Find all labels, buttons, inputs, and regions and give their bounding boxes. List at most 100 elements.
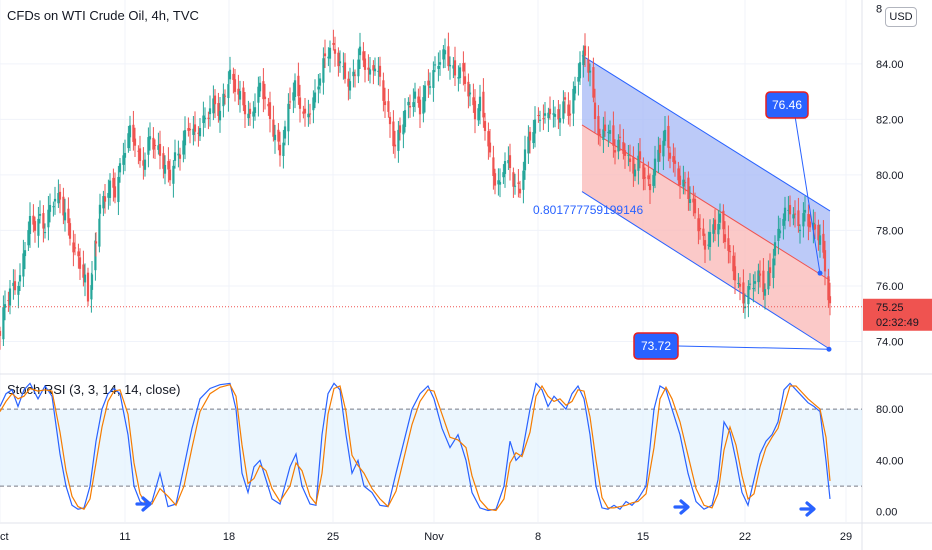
candle-body [712, 224, 715, 234]
candle-body [198, 128, 202, 137]
candle-body [813, 224, 817, 230]
candle-body [683, 182, 687, 184]
channel-lower-line [581, 191, 831, 350]
candle-body [212, 98, 215, 114]
candle-body [738, 283, 742, 287]
candle-body [277, 129, 280, 142]
candle-body [127, 133, 130, 149]
candle-body [448, 64, 452, 67]
currency-badge[interactable]: USD [885, 7, 917, 27]
candle-body [392, 121, 395, 147]
candle-body [507, 160, 510, 164]
candle-body [192, 128, 195, 135]
candle-body [353, 74, 357, 76]
candle-body [347, 78, 350, 87]
candle-body [232, 73, 235, 81]
candle-body [687, 177, 690, 200]
candle-body [393, 144, 397, 147]
candle-body [178, 154, 182, 159]
candle-body [588, 70, 592, 73]
candle-body [3, 304, 7, 308]
candle-body [558, 118, 562, 123]
candle-body [322, 58, 325, 83]
candle-body [58, 191, 62, 200]
candle-body [568, 113, 572, 116]
candle-body [537, 115, 540, 117]
candle-body [633, 169, 637, 177]
candle-body [497, 180, 500, 185]
candle-body [718, 213, 722, 223]
callout-box[interactable] [633, 332, 679, 360]
candle-body [692, 198, 695, 203]
time-axis-tick: 18 [223, 531, 235, 543]
candle-body [613, 150, 617, 153]
candle-body [158, 143, 162, 156]
candle-body [562, 101, 565, 119]
candle-body [213, 95, 217, 105]
candle-body [47, 209, 50, 228]
stoch-series-line [0, 383, 831, 512]
candle-body [523, 149, 527, 171]
candle-body [468, 92, 472, 95]
candle-body [622, 142, 625, 154]
candle-body [73, 247, 77, 249]
candle-body [708, 232, 712, 247]
candle-body [57, 192, 60, 204]
candle-body [432, 70, 435, 88]
candle-body [682, 179, 685, 187]
candle-body [372, 65, 375, 71]
candle-body [478, 96, 482, 112]
channel-upper-band [582, 55, 830, 281]
candle-body [207, 117, 210, 119]
candle-body [717, 223, 720, 235]
candle-body [148, 136, 152, 140]
candle-body [783, 207, 787, 221]
candle-body [382, 80, 385, 101]
candle-body [543, 113, 547, 116]
candle-body [797, 210, 800, 227]
candle-body [818, 235, 822, 245]
candle-body [363, 58, 367, 70]
candle-body [737, 282, 740, 284]
callout-box[interactable] [765, 91, 809, 119]
candle-body [473, 100, 477, 120]
candle-body [513, 185, 517, 187]
price-axis-tick: 8 [876, 3, 882, 15]
time-axis-tick: 15 [637, 531, 649, 543]
candle-body [753, 281, 757, 284]
candle-body [488, 142, 492, 153]
candle-body [572, 88, 575, 114]
candle-body [637, 155, 640, 171]
candle-body [218, 110, 222, 121]
candle-body [592, 67, 595, 98]
candle-body [707, 244, 710, 246]
candle-body [342, 66, 345, 68]
candle-body [327, 56, 330, 59]
candle-body [812, 222, 815, 230]
candle-body [828, 296, 832, 304]
price-axis-tick: 84.00 [876, 59, 904, 71]
candle-body [518, 188, 522, 194]
candle-body [628, 158, 632, 162]
candle-body [808, 221, 812, 228]
candle-body [587, 59, 590, 73]
candle-body [408, 105, 412, 108]
candle-body [512, 172, 515, 187]
candle-body [152, 137, 155, 150]
last-price-value: 75.25 [876, 302, 904, 314]
candle-body [67, 208, 70, 224]
candle-body [638, 151, 642, 160]
candle-body [742, 282, 745, 304]
candle-body [793, 213, 797, 215]
candle-body [163, 164, 167, 174]
candle-body [433, 64, 437, 66]
candle-body [602, 129, 605, 140]
candle-body [162, 153, 165, 169]
candle-body [387, 101, 390, 112]
candle-body [7, 300, 10, 302]
price-axis-tick: 76.00 [876, 281, 904, 293]
candle-body [113, 186, 117, 198]
candle-body [437, 66, 440, 69]
candle-body [567, 104, 570, 116]
